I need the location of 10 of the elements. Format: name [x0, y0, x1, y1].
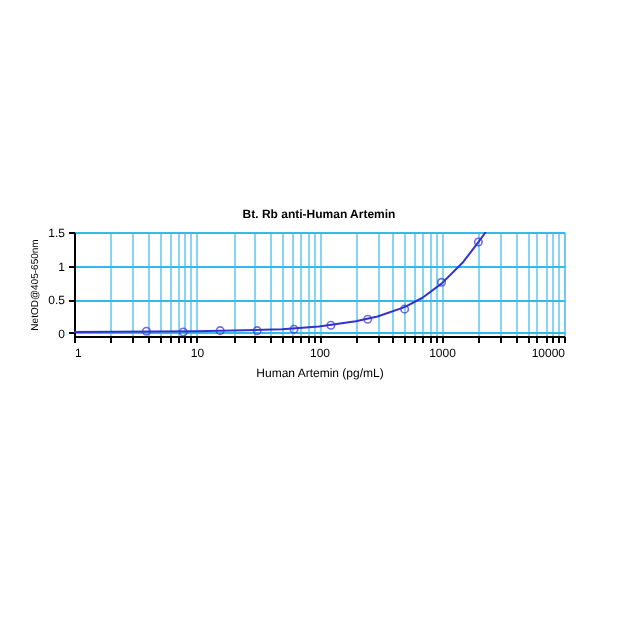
point: [289, 324, 299, 334]
point: [363, 314, 373, 324]
point: [326, 320, 336, 330]
point: [141, 326, 151, 336]
point: [436, 277, 447, 287]
point: [178, 327, 188, 337]
point: [252, 326, 262, 336]
point: [215, 326, 225, 336]
point: [473, 237, 483, 247]
point: [400, 304, 410, 314]
